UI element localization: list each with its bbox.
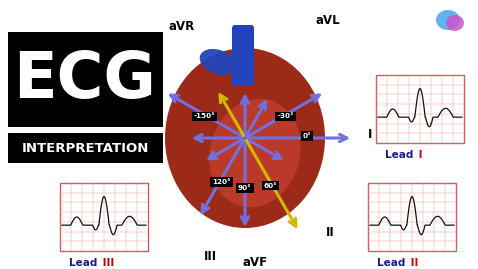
Text: aVR: aVR	[169, 19, 195, 33]
Text: -150°: -150°	[194, 114, 215, 119]
Bar	[8, 133, 163, 163]
Bar	[368, 183, 456, 251]
Ellipse shape	[446, 15, 464, 31]
Text: -30°: -30°	[277, 114, 294, 119]
Text: III: III	[204, 250, 217, 263]
Text: 60°: 60°	[263, 183, 277, 189]
Ellipse shape	[200, 49, 236, 75]
Bar	[376, 75, 464, 143]
Text: Lead: Lead	[68, 258, 97, 268]
Text: 0°: 0°	[303, 133, 311, 139]
Bar	[8, 32, 163, 127]
Text: II: II	[407, 258, 418, 268]
Text: I: I	[415, 150, 422, 160]
Ellipse shape	[165, 48, 325, 228]
Text: 120°: 120°	[212, 179, 231, 185]
Ellipse shape	[436, 10, 460, 30]
Text: III: III	[99, 258, 114, 268]
Bar	[60, 183, 148, 251]
Text: II: II	[326, 225, 335, 239]
Text: Lead: Lead	[377, 258, 405, 268]
Text: aVL: aVL	[315, 13, 340, 27]
Text: INTERPRETATION: INTERPRETATION	[22, 141, 149, 154]
Text: Lead: Lead	[385, 150, 413, 160]
Text: I: I	[368, 129, 372, 141]
Text: 90°: 90°	[238, 185, 252, 191]
FancyBboxPatch shape	[232, 25, 254, 86]
Text: aVF: aVF	[242, 256, 268, 268]
Ellipse shape	[209, 99, 301, 207]
Text: ECG: ECG	[13, 49, 156, 111]
